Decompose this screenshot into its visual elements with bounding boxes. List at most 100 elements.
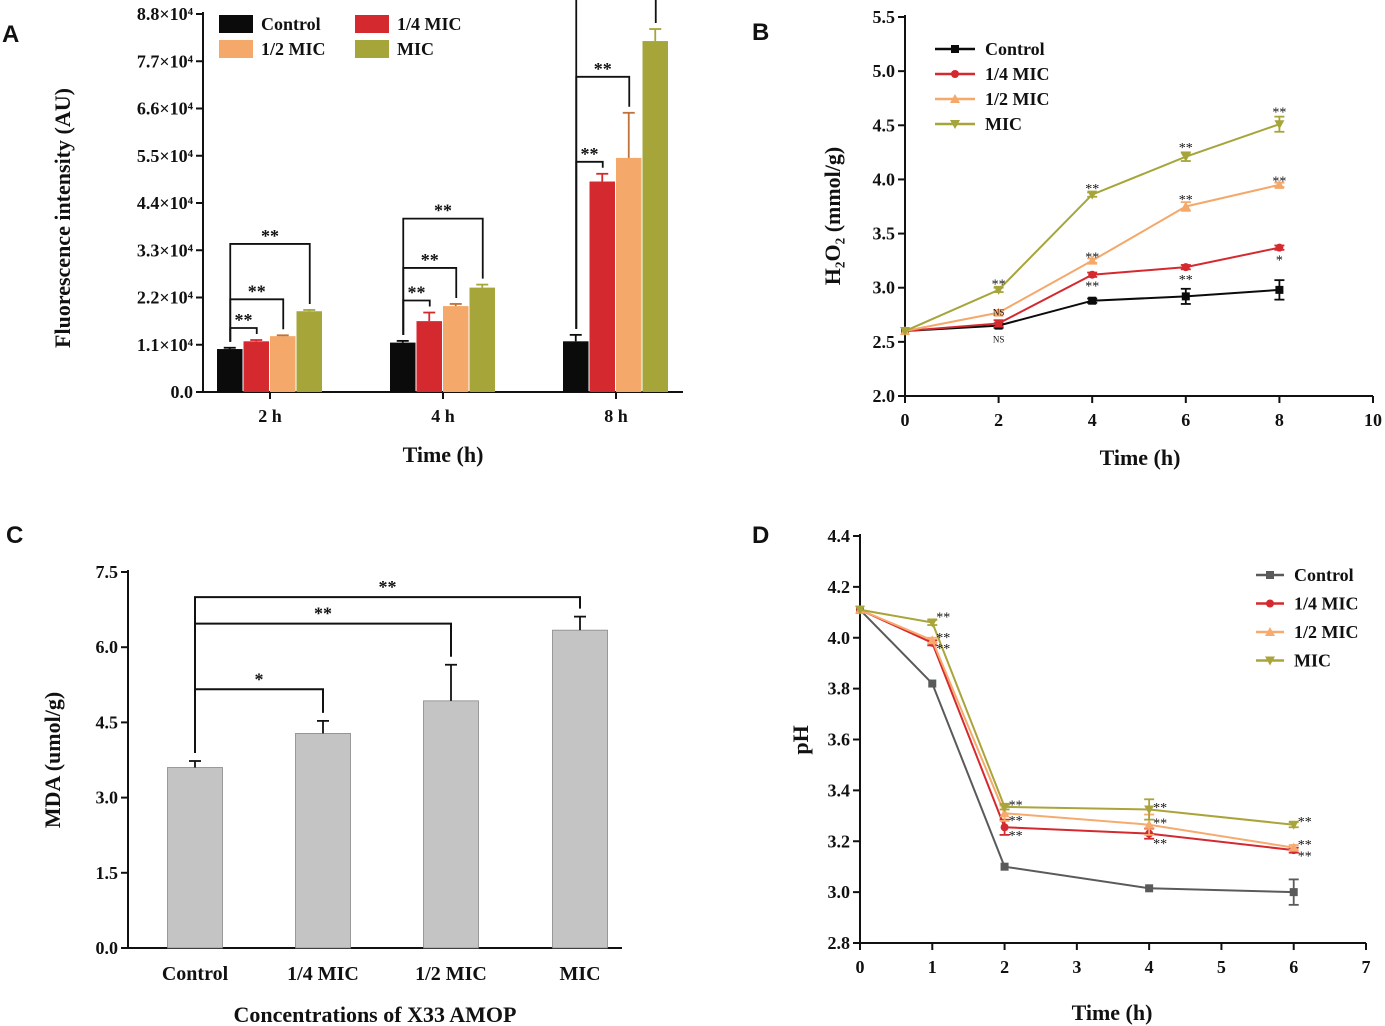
panel-a-y-tick-label: 4.4×10⁴ xyxy=(137,193,194,213)
panel-b-y-tick-label: 3.5 xyxy=(873,224,896,244)
panel-a-x-tick-label-8-h: 8 h xyxy=(604,406,628,426)
panel-c-xlabel: Concentrations of X33 AMOP xyxy=(234,1002,517,1026)
panel-b-point-1-2-mic xyxy=(1274,179,1285,189)
panel-d-point-control xyxy=(1000,862,1009,871)
panel-b-x-tick-label: 8 xyxy=(1275,410,1284,430)
panel-d-point-1-2-mic xyxy=(999,808,1010,818)
panel-a-legend-swatch-control xyxy=(219,15,253,33)
panel-d-x-tick-label: 1 xyxy=(928,957,937,977)
panel-b-legend-marker-1-2-mic xyxy=(950,94,960,103)
panel-a-legend-label-1-2-mic: 1/2 MIC xyxy=(261,39,326,59)
panel-d-legend-label-1-4-mic: 1/4 MIC xyxy=(1294,594,1359,614)
panel-b-y-tick-label: 3.0 xyxy=(873,278,896,298)
panel-b-point-mic xyxy=(900,327,910,337)
panel-a-significance-label: ** xyxy=(434,201,452,221)
panel-b-point-control xyxy=(1275,285,1284,294)
panel-a-xlabel: Time (h) xyxy=(403,442,484,467)
panel-a-legend-label-1-4-mic: 1/4 MIC xyxy=(397,14,462,34)
panel-letter-c: C xyxy=(6,522,23,549)
panel-a-bar-1-2-mic-4-h xyxy=(443,306,469,392)
panel-d-xlabel: Time (h) xyxy=(1072,1000,1153,1025)
panel-d-point-control xyxy=(1145,884,1154,893)
panel-a-significance-bracket xyxy=(229,243,311,342)
panel-b-x-tick-label: 0 xyxy=(901,410,910,430)
panel-c-significance-label: ** xyxy=(379,577,397,597)
panel-d-significance-label: ** xyxy=(1298,815,1312,830)
panel-b-point-control xyxy=(1181,292,1190,301)
panel-d-x-tick-label: 3 xyxy=(1072,957,1081,977)
panel-b-ylabel: H₂O₂ (mmol/g) xyxy=(820,147,845,285)
panel-c-bar-mic xyxy=(552,629,608,949)
panel-a-bar-1-2-mic-2-h xyxy=(270,336,296,392)
panel-a-bar-control-2-h xyxy=(217,349,243,392)
panel-b-significance-label: ** xyxy=(992,277,1006,292)
panel-b-point-1-2-mic xyxy=(1087,255,1098,265)
panel-a-y-tick-label: 5.5×10⁴ xyxy=(137,146,194,166)
panel-d-point-mic xyxy=(855,605,865,615)
panel-d-significance-label: ** xyxy=(936,610,950,625)
panel-d-y-tick-label: 4.2 xyxy=(828,577,851,597)
panel-a-legend-label-mic: MIC xyxy=(397,39,434,59)
panel-b-line-control xyxy=(904,288,1280,333)
panel-b-legend-label-1-4-mic: 1/4 MIC xyxy=(985,64,1050,84)
panel-d-y-tick-label: 3.2 xyxy=(828,831,851,851)
panel-c-bar-1-2-mic xyxy=(423,700,479,949)
panel-d-significance-label: ** xyxy=(1298,850,1312,865)
panel-d-legend-label-1-2-mic: 1/2 MIC xyxy=(1294,622,1359,642)
panel-letter-b: B xyxy=(752,19,769,46)
panel-c-significance-label: ** xyxy=(314,604,332,624)
panel-c-bar-control xyxy=(167,767,223,949)
panel-b-significance-label: ** xyxy=(1085,280,1099,295)
panel-c-ylabel: MDA (umol/g) xyxy=(40,692,65,828)
panel-b-legend-label-mic: MIC xyxy=(985,114,1022,134)
panel-letter-a: A xyxy=(2,21,19,48)
panel-a-significance-label: ** xyxy=(408,283,426,303)
panel-d-point-mic xyxy=(1144,805,1155,815)
panel-c-y-tick-label: 0.0 xyxy=(96,938,119,958)
panel-a-significance-bracket xyxy=(402,217,484,335)
panel-b-x-tick-label: 4 xyxy=(1088,410,1097,430)
panel-d-y-tick-label: 3.8 xyxy=(828,679,851,699)
panel-a-bar-1-4-mic-4-h xyxy=(416,321,442,392)
panel-b-point-1-4-mic xyxy=(1275,243,1284,252)
panel-d-legend-marker-1-4-mic xyxy=(1266,599,1274,608)
panel-d-significance-label: ** xyxy=(1009,814,1023,829)
panel-d-x-tick-label: 7 xyxy=(1362,957,1371,977)
panel-c-x-tick-label-1-4-mic: 1/4 MIC xyxy=(287,963,359,985)
panel-d-x-tick-label: 5 xyxy=(1217,957,1226,977)
panel-d-legend-label-control: Control xyxy=(1294,565,1354,585)
panel-a-significance-label: ** xyxy=(248,281,266,301)
panel-a-bar-1-4-mic-8-h xyxy=(589,181,615,392)
panel-d-x-tick-label: 4 xyxy=(1145,957,1154,977)
panel-d-significance-label: ** xyxy=(1009,799,1023,814)
panel-b-legend-label-control: Control xyxy=(985,39,1045,59)
panel-d-point-1-4-mic xyxy=(1000,823,1009,832)
panel-c-significance-label: * xyxy=(255,669,264,689)
panel-d-line-1-4-mic xyxy=(859,608,1294,852)
panel-d-y-tick-label: 3.6 xyxy=(828,730,851,750)
panel-b-xlabel: Time (h) xyxy=(1100,445,1181,470)
panel-b-point-mic xyxy=(1274,120,1285,130)
panel-b-significance-label: NS xyxy=(993,335,1005,345)
panel-d-significance-label: ** xyxy=(1009,829,1023,844)
panel-b-point-1-4-mic xyxy=(1181,263,1190,272)
panel-b-x-tick-label: 6 xyxy=(1181,410,1190,430)
panel-d-legend-marker-control xyxy=(1266,571,1274,579)
panel-d-point-mic xyxy=(999,802,1010,812)
panel-d-significance-label: ** xyxy=(936,631,950,646)
panel-c-y-tick-label: 6.0 xyxy=(96,637,119,657)
panel-b-point-mic xyxy=(993,285,1004,295)
panel-a-legend-label-control: Control xyxy=(261,14,321,34)
panel-b-significance-label: ** xyxy=(1179,273,1193,288)
panel-a-bar-1-4-mic-2-h xyxy=(243,341,269,392)
panel-d-y-tick-label: 3.0 xyxy=(828,882,851,902)
panel-a-significance-label: ** xyxy=(421,250,439,270)
panel-c-y-tick-label: 3.0 xyxy=(96,788,119,808)
panel-b-significance-label: ** xyxy=(1179,141,1193,156)
panel-d-significance-label: ** xyxy=(936,642,950,657)
panel-d-legend-label-mic: MIC xyxy=(1294,651,1331,671)
panel-d-significance-label: ** xyxy=(1153,837,1167,852)
panel-d-point-control xyxy=(928,679,937,688)
panel-a-legend-swatch-1-4-mic xyxy=(355,15,389,33)
panel-a-bar-control-8-h xyxy=(563,341,589,392)
